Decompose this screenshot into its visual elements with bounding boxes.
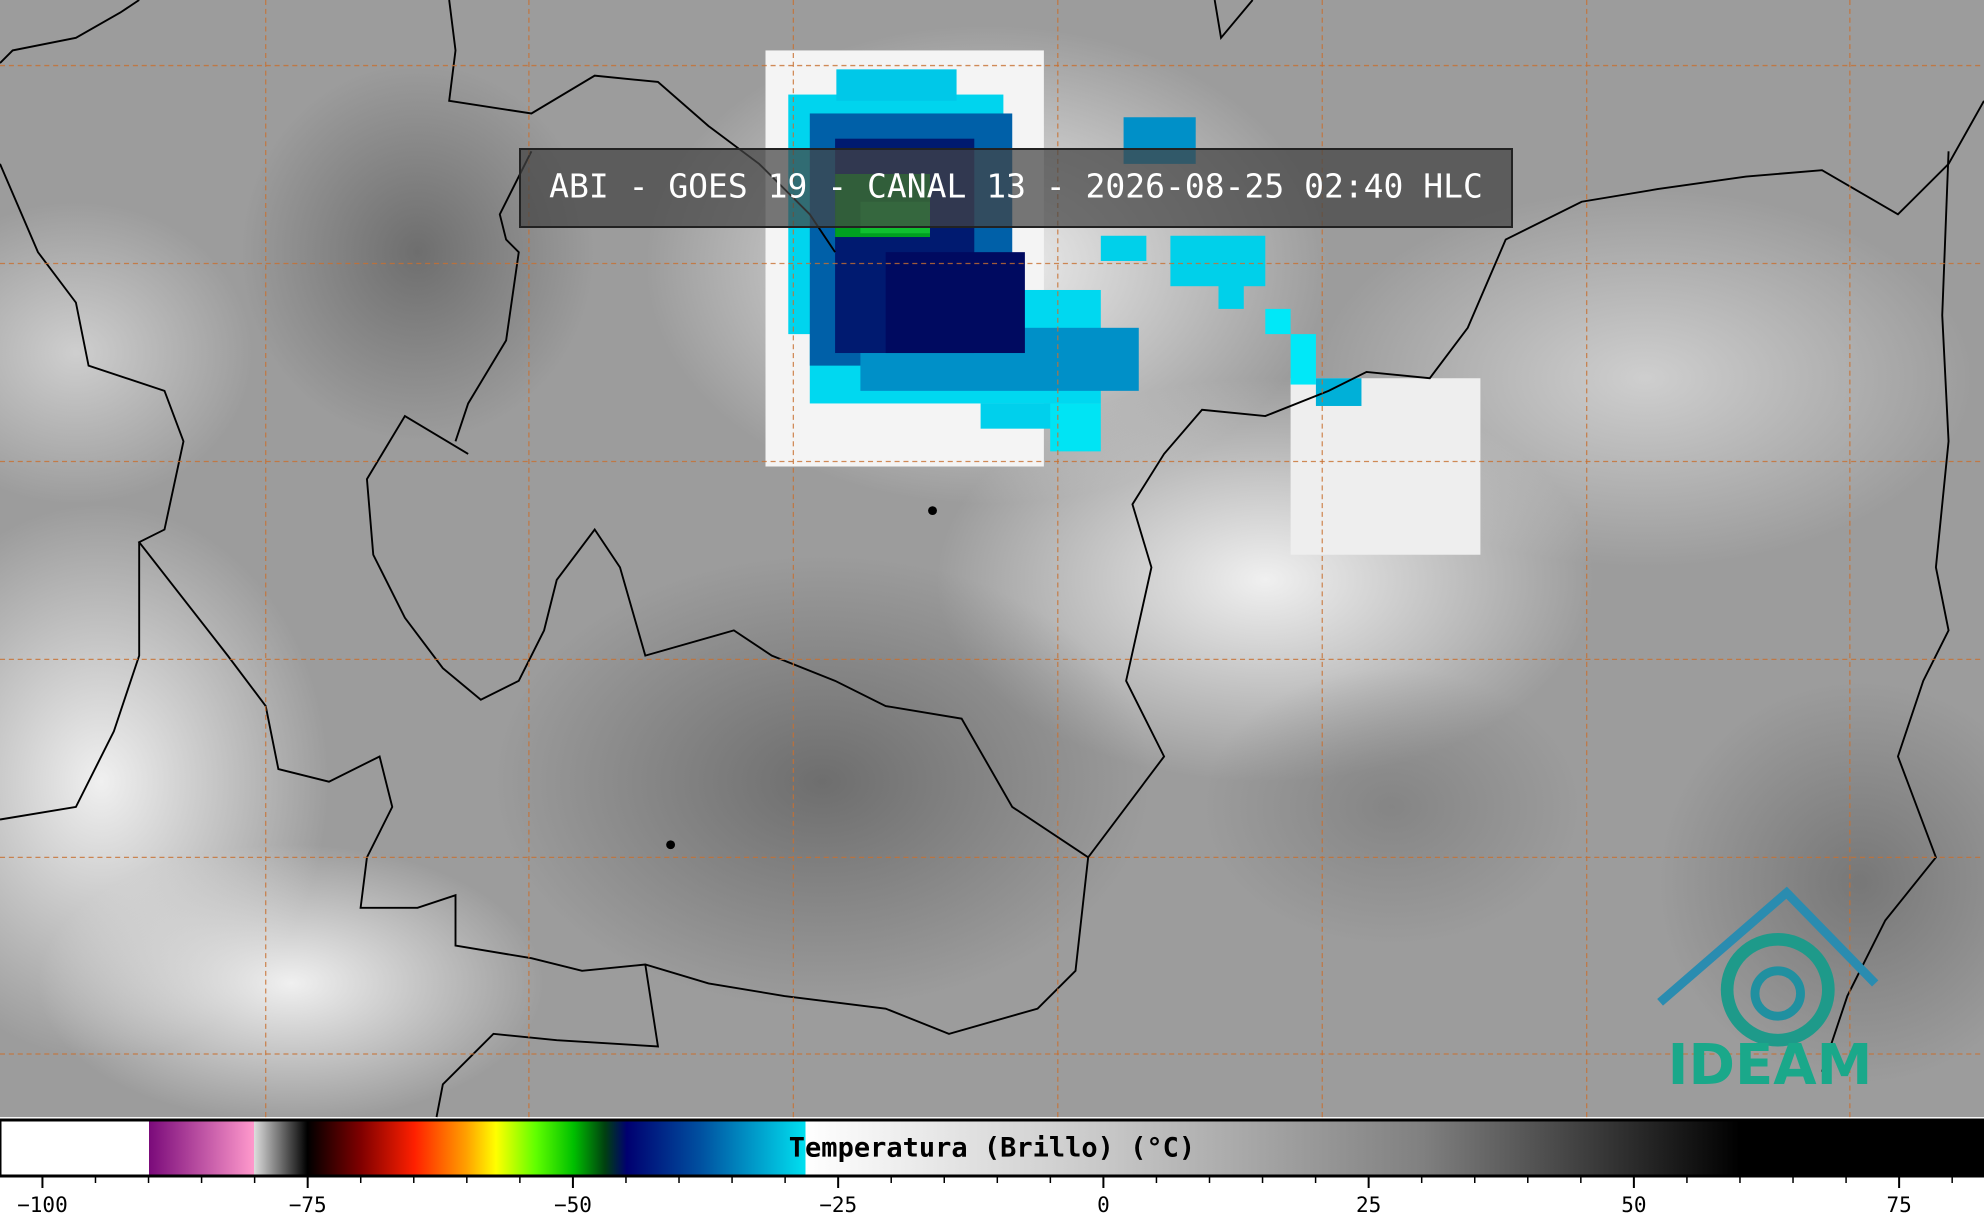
tick-label: −50 [554,1193,592,1217]
title: ABI - GOES 19 - CANAL 13 - 2026-08-25 02… [549,167,1483,206]
colorbar-axis: −100 −75 −50 −25 0 25 50 75 [17,1176,1953,1217]
tick-label: 50 [1621,1193,1646,1217]
tick-label: 75 [1886,1193,1911,1217]
tick-label: −100 [17,1193,68,1217]
lat-lon-grid [0,0,1984,1118]
logo [1657,886,1879,1047]
borders [0,0,1984,1118]
colorbar [0,1118,1984,1178]
colorbar-label: Temperatura (Brillo) (°C) [789,1133,1195,1164]
tick-label: 0 [1097,1193,1110,1217]
tick-label: −75 [289,1193,327,1217]
tick-label: −25 [819,1193,857,1217]
tick-label: 25 [1356,1193,1381,1217]
title-box [519,148,1513,228]
logo-text: IDEAM [1668,1033,1873,1098]
